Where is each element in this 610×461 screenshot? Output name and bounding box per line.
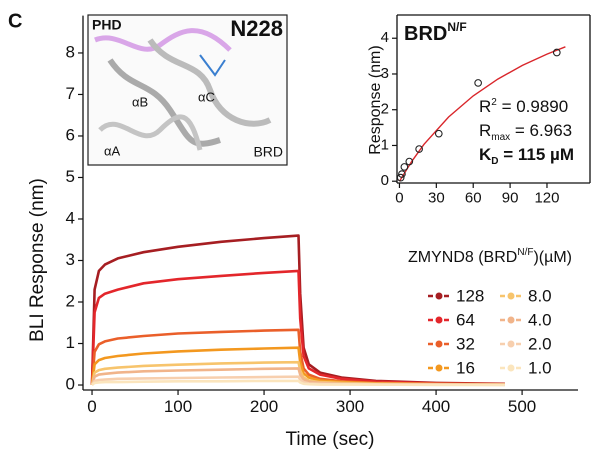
x-title-text: ZMYND8 (BRD (408, 249, 517, 266)
y-tick-label: 2 (66, 291, 75, 310)
y-tick-label: 8 (66, 42, 75, 61)
y-axis-title: BLI Response (nm) (27, 178, 48, 342)
x-tick-label: 200 (250, 397, 278, 416)
legend-marker (436, 365, 443, 372)
annotation-text: = 0.9890 (497, 97, 568, 116)
x-tick-label: 100 (164, 397, 192, 416)
y-axis-title: Response (nm) (367, 45, 384, 154)
x-tick-label: 300 (336, 397, 364, 416)
legend-label: 4.0 (528, 310, 552, 329)
x-title-sup: N/F (517, 247, 533, 258)
annotation-text: K (479, 145, 492, 164)
y-tick-label: 4 (66, 208, 75, 227)
x-tick-label: 400 (422, 397, 450, 416)
annotation-sub: max (491, 132, 510, 143)
x-axis-title: Time (sec) (285, 429, 374, 450)
y-tick-label: 0 (381, 172, 389, 189)
y-tick-label: 7 (66, 84, 75, 103)
title-sup: N/F (447, 20, 466, 34)
image-label: αA (104, 143, 121, 158)
x-tick-label: 500 (508, 397, 536, 416)
x-tick-label: 0 (87, 397, 96, 416)
x-tick-label: 120 (534, 189, 559, 206)
y-tick-label: 3 (66, 250, 75, 269)
image-label: PHD (92, 17, 122, 33)
x-title-text: )(µM) (533, 249, 572, 266)
structure-image: PHD N228 αB αC αA BRD (88, 15, 287, 165)
legend-label: 32 (456, 334, 475, 353)
legend-marker (508, 293, 515, 300)
figure: C PHD N228 αB αC αA BRD 0100200300400500… (0, 0, 610, 461)
legend-label: 2.0 (528, 334, 552, 353)
panel-label: C (8, 10, 22, 32)
legend-label: 16 (456, 358, 475, 377)
x-tick-label: 90 (502, 189, 519, 206)
legend-label: 1.0 (528, 358, 552, 377)
image-label: αC (198, 89, 215, 104)
image-label: BRD (253, 144, 283, 160)
annotation-text: R (479, 121, 491, 140)
legend-marker (508, 365, 515, 372)
y-tick-label: 5 (66, 167, 75, 186)
image-label: N228 (230, 16, 283, 41)
title-text: BRD (404, 23, 447, 45)
x-tick-label: 0 (395, 189, 403, 206)
annotation-text: = 115 µM (499, 145, 574, 164)
annotation-sub: D (491, 156, 498, 167)
x-tick-label: 30 (428, 189, 445, 206)
y-tick-label: 0 (66, 375, 75, 394)
legend-marker (436, 293, 443, 300)
x-axis-title: ZMYND8 (BRDN/F)(µM) (408, 247, 572, 267)
legend-marker (436, 341, 443, 348)
legend-label: 8.0 (528, 286, 552, 305)
y-tick-label: 6 (66, 125, 75, 144)
legend-label: 128 (456, 286, 484, 305)
legend-marker (508, 341, 515, 348)
image-label: αB (132, 94, 148, 109)
legend-marker (436, 317, 443, 324)
y-tick-label: 4 (381, 29, 389, 46)
annotation-text: = 6.963 (510, 121, 572, 140)
legend-label: 64 (456, 310, 475, 329)
y-tick-label: 1 (66, 333, 75, 352)
annotation-text: R (479, 97, 491, 116)
legend-marker (508, 317, 515, 324)
x-tick-label: 60 (465, 189, 482, 206)
